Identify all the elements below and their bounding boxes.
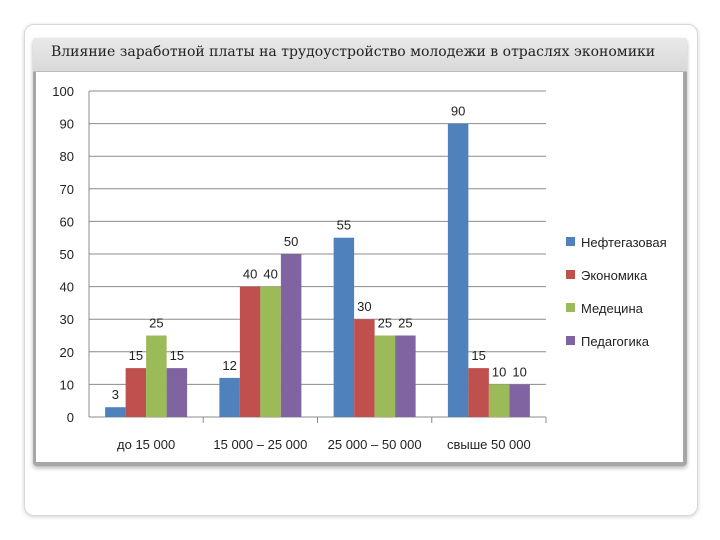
legend-swatch <box>566 270 575 279</box>
y-tick-label: 80 <box>60 149 74 164</box>
bar <box>219 377 240 417</box>
bar <box>105 407 126 417</box>
data-label: 10 <box>512 364 526 379</box>
y-tick-label: 0 <box>67 410 74 425</box>
slide-title: Влияние заработной платы на трудоустройс… <box>51 44 656 60</box>
bar <box>146 335 167 417</box>
y-tick-label: 50 <box>60 247 74 262</box>
data-label: 25 <box>398 316 412 331</box>
legend-label: Медецина <box>581 301 644 316</box>
bar <box>260 286 281 417</box>
bar <box>125 368 147 417</box>
bar <box>395 335 416 417</box>
y-tick-label: 40 <box>60 280 74 295</box>
data-label: 55 <box>337 218 351 233</box>
legend-label: Нефтегазовая <box>581 235 667 250</box>
bar <box>166 368 188 417</box>
bar <box>447 123 469 417</box>
data-label: 3 <box>112 387 119 402</box>
data-label: 15 <box>471 348 485 363</box>
data-label: 40 <box>263 267 277 282</box>
legend-swatch <box>566 303 575 312</box>
x-tick-label: до 15 000 <box>117 437 175 452</box>
data-label: 25 <box>378 316 392 331</box>
legend-label: Экономика <box>581 268 648 283</box>
data-label: 90 <box>451 104 465 119</box>
y-tick-label: 60 <box>60 214 74 229</box>
data-label: 15 <box>170 348 184 363</box>
y-tick-label: 100 <box>52 84 74 99</box>
x-tick-label: 25 000 – 50 000 <box>328 437 422 452</box>
bar <box>354 319 375 417</box>
y-tick-label: 10 <box>60 377 74 392</box>
legend-swatch <box>566 237 575 246</box>
bar <box>509 384 530 417</box>
data-label: 25 <box>149 316 163 331</box>
bar <box>280 254 302 417</box>
x-tick-label: 15 000 – 25 000 <box>213 437 307 452</box>
y-tick-label: 70 <box>60 182 74 197</box>
data-label: 30 <box>357 299 371 314</box>
bar <box>488 384 510 417</box>
bar <box>468 368 489 417</box>
bar <box>239 286 261 417</box>
data-label: 40 <box>243 267 257 282</box>
y-tick-label: 20 <box>60 345 74 360</box>
y-tick-label: 30 <box>60 312 74 327</box>
data-label: 15 <box>129 348 143 363</box>
bar <box>374 335 396 417</box>
data-label: 10 <box>492 364 506 379</box>
title-bar <box>33 38 687 72</box>
data-label: 50 <box>284 234 298 249</box>
y-tick-label: 90 <box>60 117 74 132</box>
legend-label: Педагогика <box>581 334 650 349</box>
bar <box>333 237 355 417</box>
legend-swatch <box>566 336 575 345</box>
x-tick-label: свыше 50 000 <box>447 437 531 452</box>
data-label: 12 <box>222 358 236 373</box>
